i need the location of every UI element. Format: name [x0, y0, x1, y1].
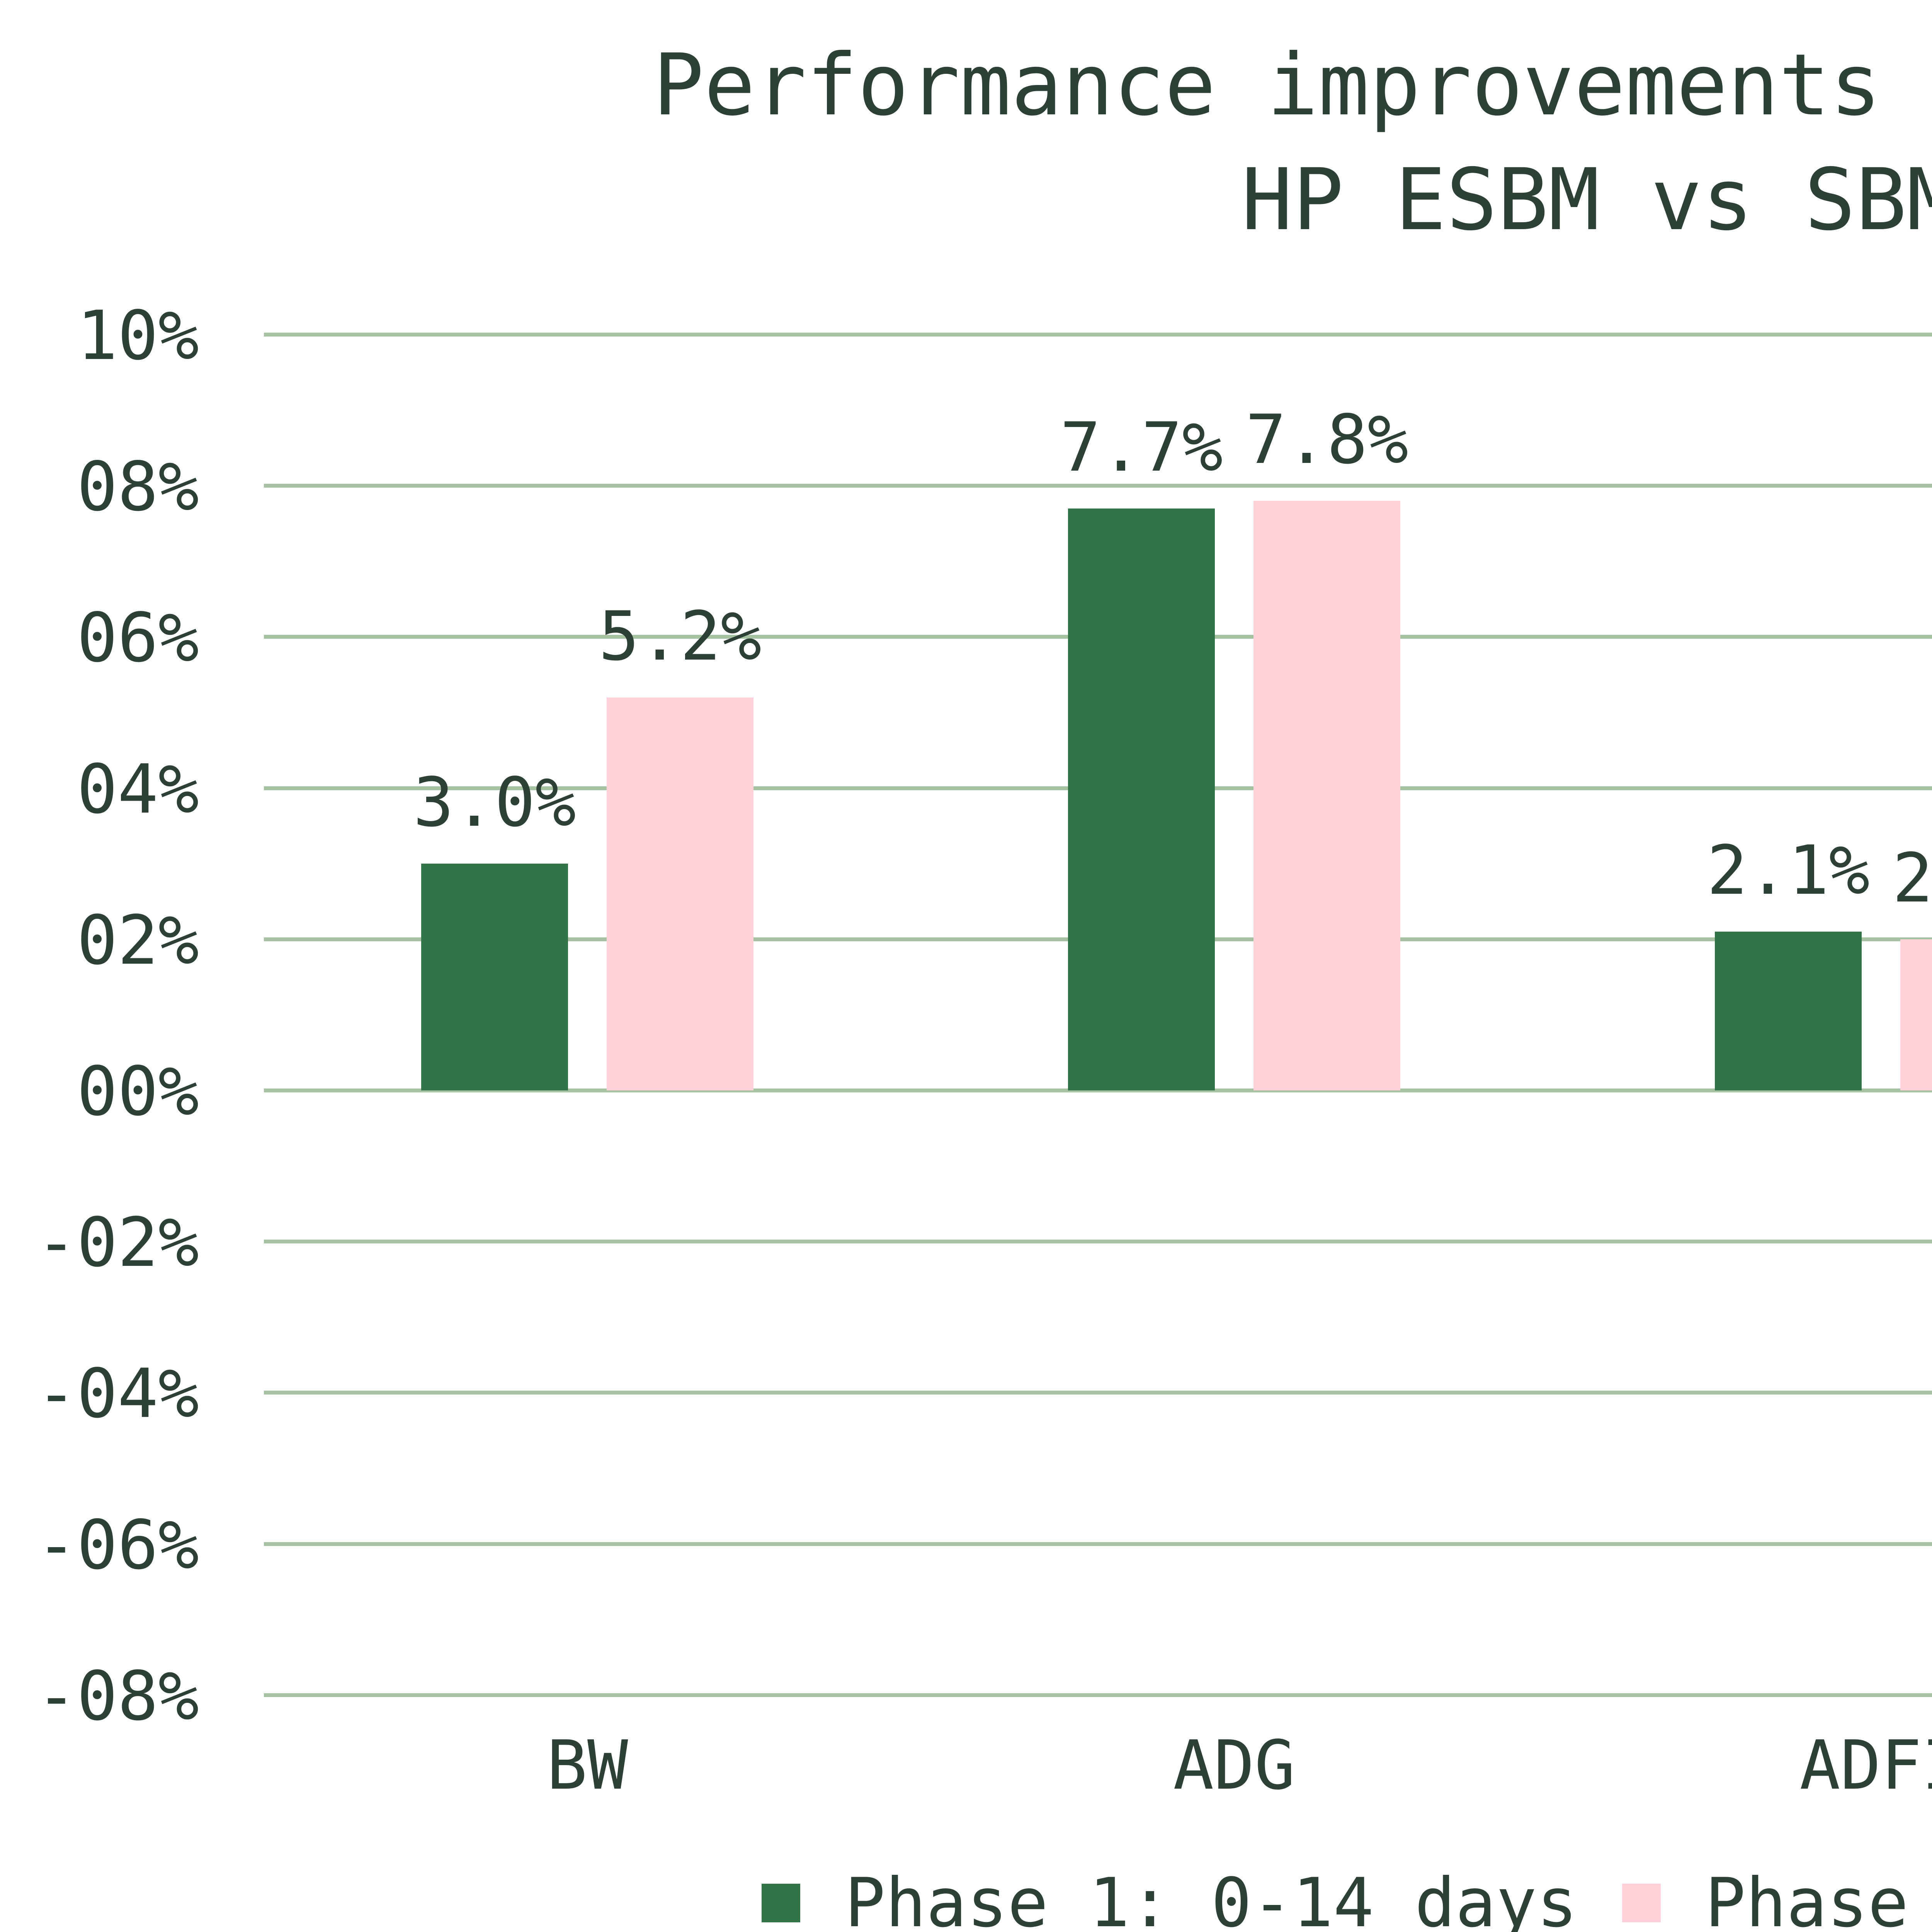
bar-phase2-bw	[607, 697, 753, 1090]
bar-phase2-adg	[1253, 501, 1400, 1090]
bar-phase2-adfi	[1900, 939, 1932, 1090]
legend-swatch-phase1	[762, 1884, 801, 1922]
x-category-label-adfi: ADFI	[1799, 1726, 1932, 1805]
gridline-00%	[264, 1088, 1932, 1092]
legend-item-phase1: Phase 1: 0-14 days	[762, 1864, 1578, 1932]
bar-phase1-adg	[1068, 508, 1215, 1090]
bar-label-phase2-adg: 7.8%	[1245, 401, 1408, 480]
bar-phase1-bw	[421, 864, 568, 1090]
bar-phase1-adfi	[1715, 932, 1862, 1090]
bar-label-phase1-adg: 7.7%	[1060, 408, 1223, 487]
x-category-label-bw: BW	[546, 1726, 628, 1805]
y-tick-label-10%: 10%	[77, 297, 199, 375]
y-tick-label--04%: -04%	[36, 1355, 199, 1434]
x-category-label-adg: ADG	[1173, 1726, 1296, 1805]
y-tick-label-08%: 08%	[77, 448, 199, 527]
y-tick-label--02%: -02%	[36, 1204, 199, 1282]
legend: Phase 1: 0-14 days Phase 2: 0-28 days	[270, 1859, 1932, 1932]
y-tick-label-04%: 04%	[77, 750, 199, 829]
bar-label-phase1-adfi: 2.1%	[1707, 832, 1870, 910]
gridline--04%	[264, 1391, 1932, 1395]
legend-label-phase2: Phase 2: 0-28 days	[1705, 1864, 1932, 1932]
y-tick-label-06%: 06%	[77, 599, 199, 678]
gridline-08%	[264, 484, 1932, 488]
legend-item-phase2: Phase 2: 0-28 days	[1622, 1869, 1932, 1932]
y-tick-label-00%: 00%	[77, 1053, 199, 1131]
chart-title: Performance improvements post weaning HP…	[270, 28, 1932, 257]
gridline-10%	[264, 333, 1932, 337]
chart-title-line1: Performance improvements post weaning	[653, 36, 1932, 134]
bar-label-phase1-bw: 3.0%	[413, 764, 576, 842]
gridline--06%	[264, 1542, 1932, 1546]
legend-label-phase1: Phase 1: 0-14 days	[845, 1864, 1578, 1932]
y-tick-label--06%: -06%	[36, 1506, 199, 1585]
bar-label-phase2-bw: 5.2%	[599, 597, 762, 676]
gridline--02%	[264, 1240, 1932, 1244]
chart-title-line2: HP ESBM vs SBM	[1241, 150, 1932, 249]
y-tick-label--08%: -08%	[36, 1657, 199, 1736]
bar-label-phase2-adfi: 2.0%	[1892, 839, 1932, 918]
gridline--08%	[264, 1693, 1932, 1697]
y-tick-label-02%: 02%	[77, 901, 199, 980]
legend-swatch-phase2	[1622, 1884, 1661, 1922]
